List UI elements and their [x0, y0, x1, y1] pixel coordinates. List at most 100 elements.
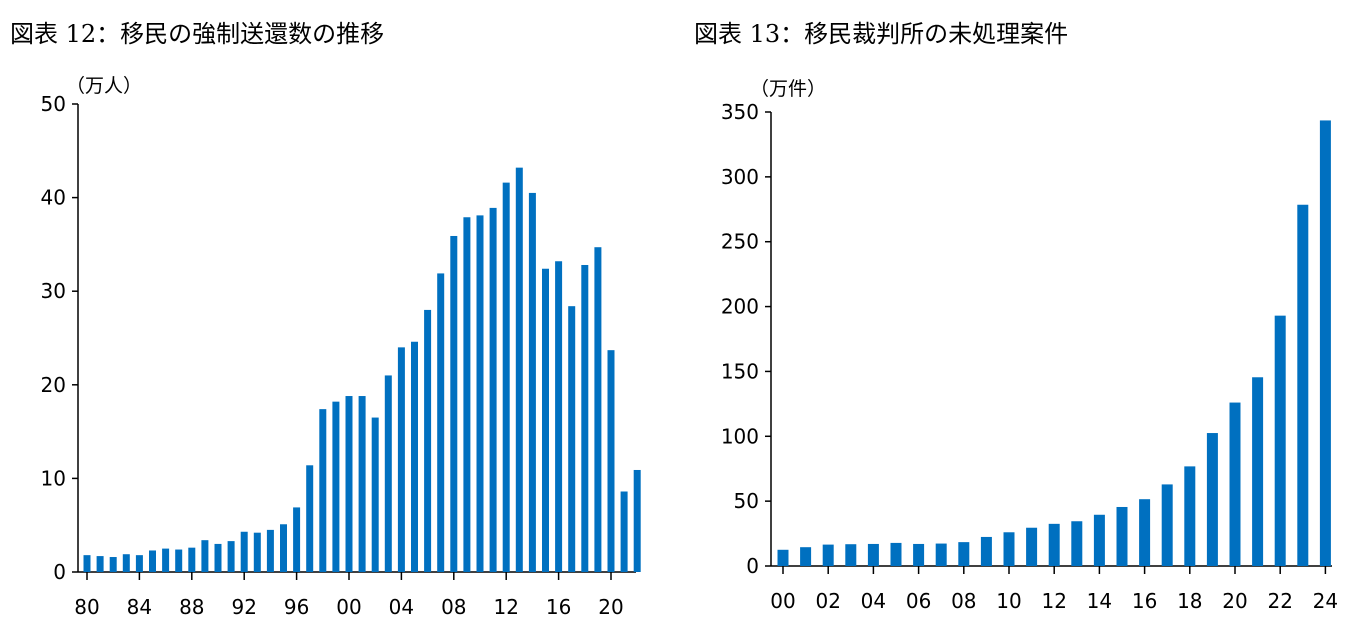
bar — [555, 261, 563, 572]
chart-panel-court-backlog: 図表 13：移民裁判所の未処理案件 （万件） 0 50 100 150 200 250 300… — [680, 0, 1357, 629]
x-tick-label: 08 — [441, 595, 466, 619]
bar — [332, 401, 340, 572]
bar — [96, 556, 104, 572]
bar — [935, 543, 947, 566]
bar — [1071, 521, 1083, 566]
deportations-bar-chart: （万人） 0 10 20 30 40 50 80 84 88 92 96 00 04 08 12 16 20 — [41, 75, 641, 619]
bar — [980, 536, 992, 566]
bar — [958, 542, 970, 566]
bar — [1319, 120, 1331, 566]
bar — [1093, 514, 1105, 566]
bar — [293, 507, 301, 572]
court-backlog-bar-chart: （万件） 0 50 100 150 200 250 300 350 00 02 04 06 08 10 12 1… — [721, 78, 1338, 613]
bar — [867, 543, 879, 566]
bar — [162, 548, 170, 572]
bar — [424, 309, 432, 572]
bar — [240, 531, 248, 572]
bar — [122, 554, 130, 572]
x-tick-label: 00 — [770, 589, 795, 613]
bar — [845, 544, 857, 566]
bar — [463, 217, 471, 573]
bar — [397, 347, 405, 572]
bar — [528, 192, 536, 573]
chart-panel-deportations: 図表 12：移民の強制送還数の推移 （万人） 0 10 20 30 40 50 80 84 88 9… — [10, 20, 641, 619]
x-tick-label: 20 — [1222, 589, 1247, 613]
bar — [489, 207, 497, 572]
y-tick-label: 30 — [41, 279, 66, 303]
x-tick-label: 16 — [1132, 589, 1157, 613]
y-tick-label: 100 — [721, 424, 759, 448]
x-tick-label: 20 — [598, 595, 623, 619]
bar — [1206, 433, 1218, 566]
x-tick-label: 12 — [493, 595, 518, 619]
bar — [1048, 523, 1060, 566]
bar — [1003, 532, 1015, 566]
bar — [371, 417, 379, 572]
bar — [777, 549, 789, 566]
bar — [476, 215, 484, 572]
x-tick-label: 18 — [1177, 589, 1202, 613]
x-tick-label: 02 — [815, 589, 840, 613]
x-tick-label: 06 — [906, 589, 931, 613]
bar — [280, 524, 287, 572]
bar — [201, 540, 209, 572]
x-tick-label: 80 — [74, 595, 99, 619]
y-tick-label: 250 — [721, 230, 759, 254]
bar — [800, 547, 812, 566]
x-tick-label: 84 — [127, 595, 152, 619]
x-tick-label: 16 — [546, 595, 571, 619]
bar — [109, 557, 117, 572]
x-tick-label: 22 — [1267, 589, 1292, 613]
x-tick-label: 14 — [1087, 589, 1112, 613]
y-tick-label: 300 — [721, 165, 759, 189]
y-tick-label: 20 — [41, 373, 66, 397]
y-tick-label: 50 — [734, 489, 759, 513]
y-tick-label: 0 — [746, 554, 759, 578]
bar — [620, 491, 628, 572]
bar — [1229, 402, 1241, 566]
x-tick-label: 12 — [1041, 589, 1066, 613]
bar — [266, 529, 274, 572]
y-tick-label: 40 — [41, 186, 66, 210]
bar — [568, 306, 576, 572]
bar — [594, 247, 602, 572]
y-tick-label: 0 — [53, 560, 66, 584]
bar — [607, 350, 615, 572]
bar — [358, 396, 366, 572]
x-tick-label: 04 — [389, 595, 414, 619]
bar — [227, 541, 235, 572]
bar — [83, 555, 91, 572]
bar — [384, 375, 392, 572]
bar — [1297, 204, 1309, 566]
x-tick-label: 04 — [861, 589, 886, 613]
bar — [345, 396, 353, 572]
bar — [633, 469, 641, 572]
y-axis-unit-label: （万人） — [66, 75, 142, 97]
bar — [319, 409, 327, 572]
bar — [581, 264, 589, 572]
bar — [913, 543, 925, 566]
x-tick-label: 10 — [996, 589, 1021, 613]
bar — [890, 542, 902, 566]
bar — [542, 268, 549, 572]
x-tick-label: 24 — [1313, 589, 1338, 613]
chart-title: 図表 12：移民の強制送還数の推移 — [10, 20, 385, 48]
x-tick-label: 96 — [284, 595, 309, 619]
bar — [135, 555, 143, 572]
y-tick-label: 200 — [721, 295, 759, 319]
bar — [1139, 499, 1151, 566]
bar — [1161, 484, 1173, 566]
x-tick-label: 00 — [336, 595, 361, 619]
y-tick-label: 50 — [41, 92, 66, 116]
bar — [306, 465, 314, 572]
x-tick-label: 08 — [951, 589, 976, 613]
bar — [515, 167, 523, 572]
y-tick-label: 150 — [721, 359, 759, 383]
bar — [1252, 377, 1264, 566]
bar — [214, 543, 222, 572]
chart-title: 図表 13：移民裁判所の未処理案件 — [694, 20, 1069, 48]
bar — [450, 235, 458, 572]
x-tick-label: 88 — [179, 595, 204, 619]
bar — [1116, 506, 1128, 566]
bar — [1026, 527, 1038, 566]
